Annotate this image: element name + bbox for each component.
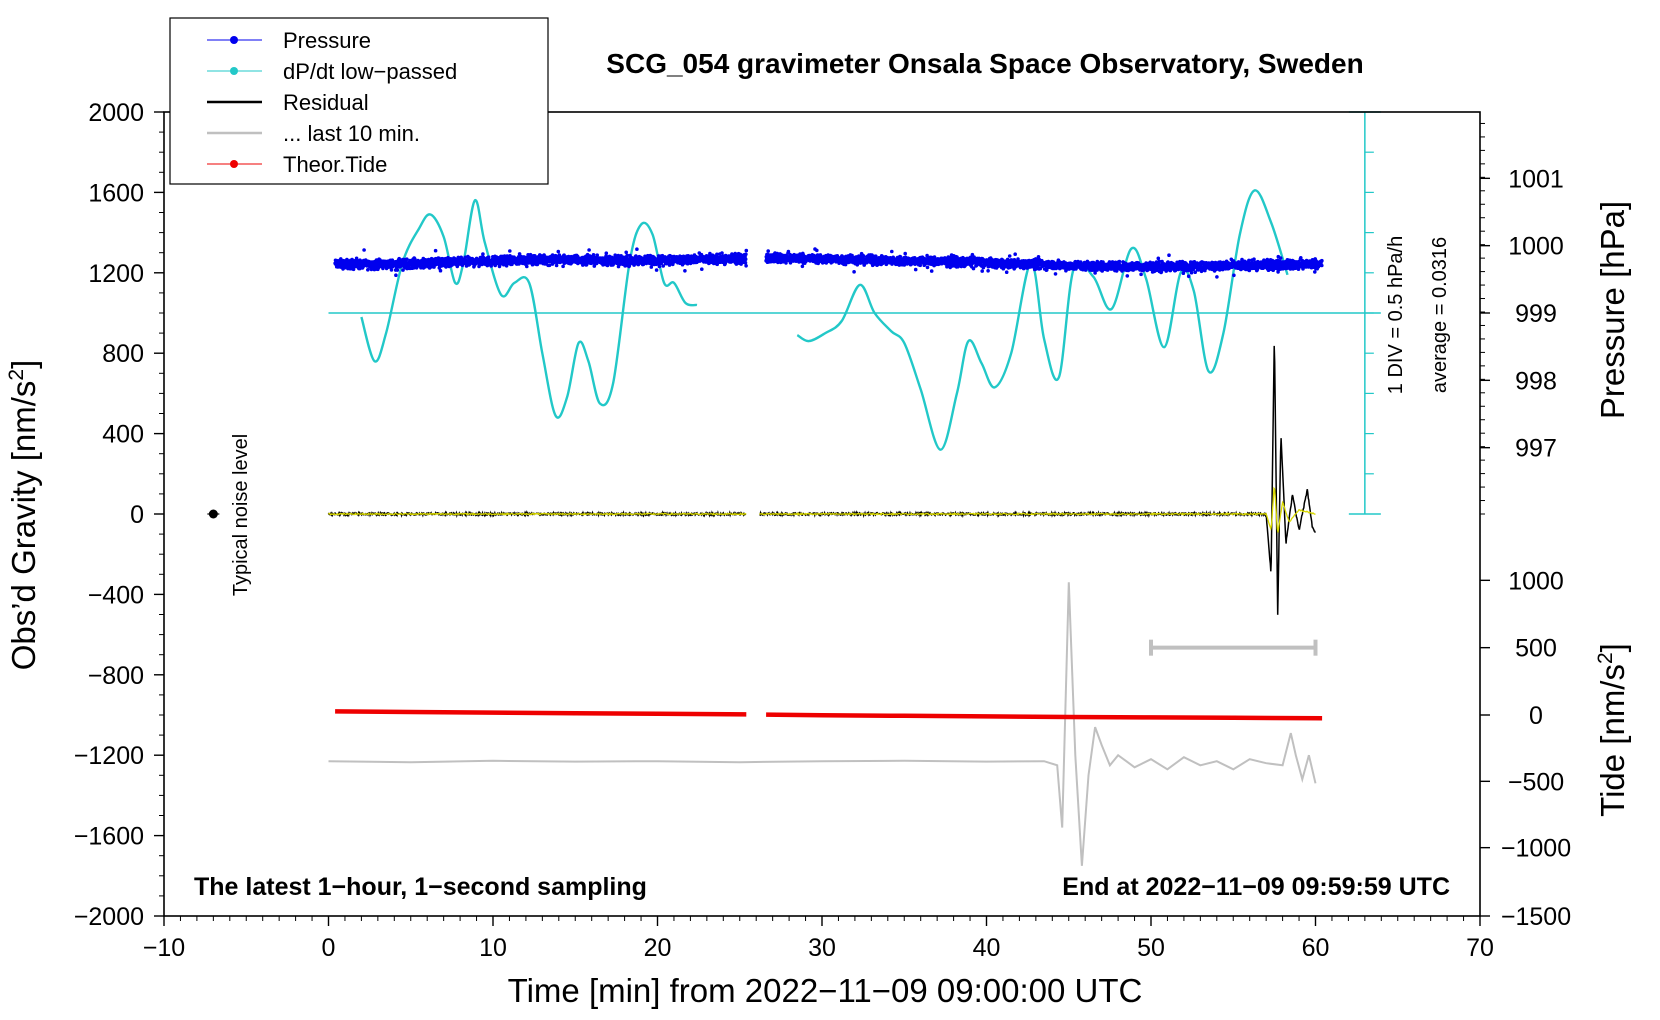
legend-items: Pressure dP/dt low−passed Residual ... last… bbox=[207, 28, 457, 177]
x-tick-label: 70 bbox=[1466, 934, 1494, 962]
y-tick-label: 2000 bbox=[88, 99, 144, 127]
note-latest-hour: The latest 1−hour, 1−second sampling bbox=[194, 873, 647, 901]
y-tick-label: 800 bbox=[102, 340, 144, 368]
dpdt-line-1 bbox=[796, 189, 1289, 451]
x-tick-label: 20 bbox=[644, 934, 672, 962]
pressure-dots bbox=[764, 247, 1324, 279]
y-axis-title-sup: 2 bbox=[5, 369, 28, 381]
legend-item: Pressure bbox=[207, 28, 371, 53]
x-tick-label: 50 bbox=[1137, 934, 1165, 962]
residual-yellow-line-1 bbox=[759, 486, 1316, 533]
noise-point bbox=[208, 509, 218, 519]
dpdt-line-0 bbox=[360, 199, 698, 419]
legend-label: Residual bbox=[283, 90, 369, 115]
tide-tick-label: 1000 bbox=[1508, 567, 1564, 595]
tide-axis-title-sup: 2 bbox=[1594, 652, 1617, 664]
dpdt-scale-label: 1 DIV = 0.5 hPa/h bbox=[1385, 236, 1407, 394]
y-tick-label: −1600 bbox=[74, 823, 144, 851]
pressure-points-0 bbox=[333, 247, 749, 277]
tide-tick-label: 0 bbox=[1529, 702, 1543, 730]
y-tick-label: 1600 bbox=[88, 179, 144, 207]
y-axis-title-main: Obs’d Gravity [nm/s bbox=[5, 381, 42, 671]
pressure-tick-label: 999 bbox=[1515, 300, 1557, 328]
residual-line-1 bbox=[759, 345, 1316, 615]
tide-axis-title-main: Tide [nm/s bbox=[1594, 664, 1631, 817]
x-tick-label: 60 bbox=[1302, 934, 1330, 962]
plot-axes: −10 0 10 20 30 40 50 60 70 −2000 −1600 −1200 −800 −40… bbox=[74, 99, 1571, 962]
legend-label: Theor.Tide bbox=[283, 152, 387, 177]
noise-level-label: Typical noise level bbox=[230, 434, 252, 596]
tide-tick-label: −500 bbox=[1508, 768, 1564, 796]
x-tick-label: 30 bbox=[808, 934, 836, 962]
pressure-tick-label: 1000 bbox=[1508, 233, 1564, 261]
legend-swatch-marker bbox=[230, 36, 238, 44]
x-tick-label: 0 bbox=[322, 934, 336, 962]
pressure-tick-label: 997 bbox=[1515, 435, 1557, 463]
legend-item: ... last 10 min. bbox=[207, 121, 420, 146]
pressure-axis-title: Pressure [hPa] bbox=[1594, 201, 1631, 419]
x-axis-title: Time [min] from 2022−11−09 09:00:00 UTC bbox=[508, 972, 1143, 1009]
y-tick-label: −800 bbox=[88, 662, 144, 690]
tide-tick-label: −1000 bbox=[1501, 835, 1571, 863]
legend-label: dP/dt low−passed bbox=[283, 59, 457, 84]
tide-line-1 bbox=[766, 712, 1323, 721]
plot-series bbox=[207, 111, 1381, 866]
legend: Pressure dP/dt low−passed Residual ... last… bbox=[169, 17, 549, 185]
pressure-points-1 bbox=[764, 247, 1324, 279]
y-axis-title: Obs’d Gravity [nm/s2] bbox=[5, 360, 42, 671]
legend-label: Pressure bbox=[283, 28, 371, 53]
pressure-tick-label: 1001 bbox=[1508, 165, 1564, 193]
tide-tick-label: 500 bbox=[1515, 635, 1557, 663]
dpdt-average-label: average = 0.0316 bbox=[1429, 237, 1451, 393]
legend-item: dP/dt low−passed bbox=[207, 59, 457, 84]
tide-tick-label: −1500 bbox=[1501, 903, 1571, 931]
legend-item: Residual bbox=[207, 90, 369, 115]
y-tick-label: −1200 bbox=[74, 742, 144, 770]
pressure-dots bbox=[333, 247, 749, 277]
legend-swatch-marker bbox=[230, 160, 238, 168]
tide-line-0 bbox=[335, 709, 747, 717]
x-tick-label: −10 bbox=[143, 934, 185, 962]
x-tick-label: 40 bbox=[973, 934, 1001, 962]
y-tick-label: 0 bbox=[130, 501, 144, 529]
note-end-time: End at 2022−11−09 09:59:59 UTC bbox=[1062, 873, 1450, 901]
tide-axis-title-end: ] bbox=[1594, 643, 1631, 652]
legend-label: ... last 10 min. bbox=[283, 121, 420, 146]
chart-title: SCG_054 gravimeter Onsala Space Observat… bbox=[606, 48, 1363, 79]
residual-yellow-line-0 bbox=[327, 512, 747, 516]
y-tick-label: 1200 bbox=[88, 260, 144, 288]
last10-line-0 bbox=[328, 582, 1317, 866]
pressure-tick-label: 998 bbox=[1515, 367, 1557, 395]
legend-box bbox=[169, 17, 549, 185]
tide-axis-title: Tide [nm/s2] bbox=[1594, 643, 1631, 817]
y-axis-title-end: ] bbox=[5, 360, 42, 369]
y-tick-label: −2000 bbox=[74, 903, 144, 931]
legend-item: Theor.Tide bbox=[207, 152, 387, 177]
x-tick-label: 10 bbox=[479, 934, 507, 962]
legend-swatch-marker bbox=[230, 67, 238, 75]
y-tick-label: 400 bbox=[102, 421, 144, 449]
y-tick-label: −400 bbox=[88, 581, 144, 609]
